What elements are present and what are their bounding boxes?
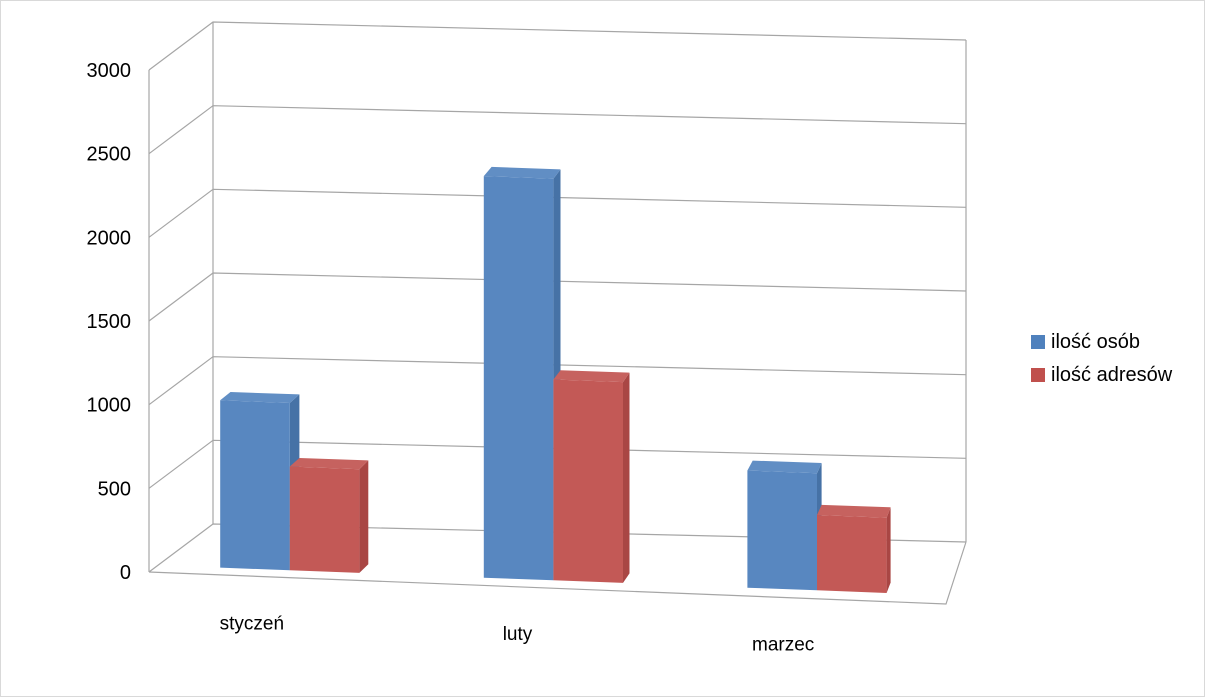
bars: [220, 166, 891, 593]
bar-side: [623, 372, 630, 583]
legend: ilość osób ilość adresów: [1031, 331, 1173, 386]
bar-front: [817, 515, 887, 593]
bar-top: [220, 392, 300, 403]
legend-swatch: [1031, 335, 1045, 349]
bar-osob-2: [747, 460, 822, 591]
y-tick-label: 500: [98, 478, 131, 500]
legend-label: ilość osób: [1051, 331, 1140, 353]
bar-front: [747, 470, 817, 591]
x-category-label: luty: [503, 624, 533, 645]
y-tick-label: 1000: [87, 395, 132, 417]
bar-front: [220, 400, 290, 571]
chart-walls: [148, 21, 967, 605]
bar-front: [483, 176, 554, 581]
bar-top: [553, 370, 630, 383]
bar-top: [817, 504, 891, 518]
bar-adresow-2: [817, 504, 891, 593]
bar-top: [747, 460, 822, 474]
bar-adresow-0: [289, 458, 369, 573]
y-tick-label: 1500: [87, 311, 132, 333]
gridline: [148, 21, 967, 71]
y-tick-label: 0: [120, 562, 131, 584]
bar-front: [553, 379, 623, 583]
x-category-label: marzec: [752, 635, 814, 656]
bar-side: [359, 460, 369, 573]
bar-front: [289, 466, 360, 573]
bar-side: [886, 507, 891, 593]
floor-edge: [148, 541, 967, 605]
legend-label: ilość adresów: [1051, 364, 1173, 386]
bar-osob-1: [483, 166, 561, 581]
y-axis: 0 500 1000 1500 2000 2500 3000: [87, 60, 132, 584]
x-category-label: styczeń: [220, 613, 284, 634]
bar-osob-0: [220, 392, 300, 571]
bar-top: [289, 458, 369, 470]
bar-adresow-1: [553, 370, 630, 583]
x-axis: styczeń luty marzec: [220, 613, 815, 655]
y-tick-label: 2500: [87, 144, 132, 166]
gridline: [148, 105, 967, 155]
legend-swatch: [1031, 368, 1045, 382]
y-tick-label: 3000: [87, 60, 132, 82]
bar-top: [483, 166, 561, 179]
y-tick-label: 2000: [87, 227, 132, 249]
